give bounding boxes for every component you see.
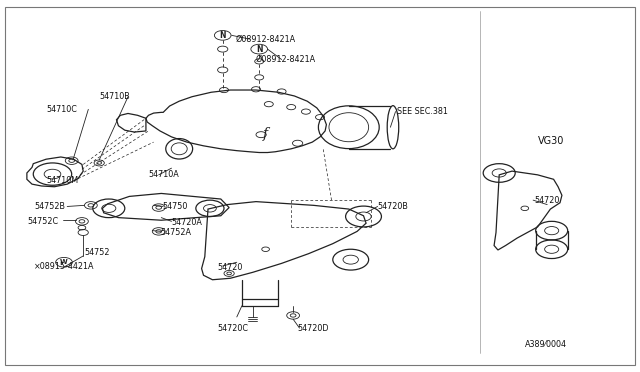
Text: W: W	[60, 259, 68, 265]
Text: Ø08912-8421A: Ø08912-8421A	[256, 55, 316, 64]
Text: SEE SEC.381: SEE SEC.381	[397, 107, 447, 116]
Text: A389⁄0004: A389⁄0004	[525, 340, 567, 349]
Text: 54750: 54750	[162, 202, 188, 211]
Text: N: N	[256, 45, 262, 54]
Text: f: f	[263, 127, 268, 141]
Text: 54752A: 54752A	[160, 228, 191, 237]
Text: ×08915-4421A: ×08915-4421A	[34, 262, 95, 271]
Text: VG30: VG30	[538, 137, 564, 146]
Text: 54720A: 54720A	[172, 218, 202, 227]
Text: 54720D: 54720D	[298, 324, 329, 333]
Text: 54710A: 54710A	[148, 170, 179, 179]
Text: 54720C: 54720C	[218, 324, 248, 333]
Text: 54720B: 54720B	[378, 202, 408, 211]
Text: 54752: 54752	[84, 248, 110, 257]
Text: 54710B: 54710B	[99, 92, 130, 101]
Text: 54710M: 54710M	[46, 176, 78, 185]
Text: 54752B: 54752B	[34, 202, 65, 211]
Text: Ø08912-8421A: Ø08912-8421A	[236, 35, 296, 44]
Text: N: N	[220, 31, 226, 40]
Text: 54720: 54720	[218, 263, 243, 272]
Text: 54752C: 54752C	[27, 217, 58, 226]
Text: 54710C: 54710C	[47, 105, 77, 114]
Text: 54720: 54720	[534, 196, 560, 205]
